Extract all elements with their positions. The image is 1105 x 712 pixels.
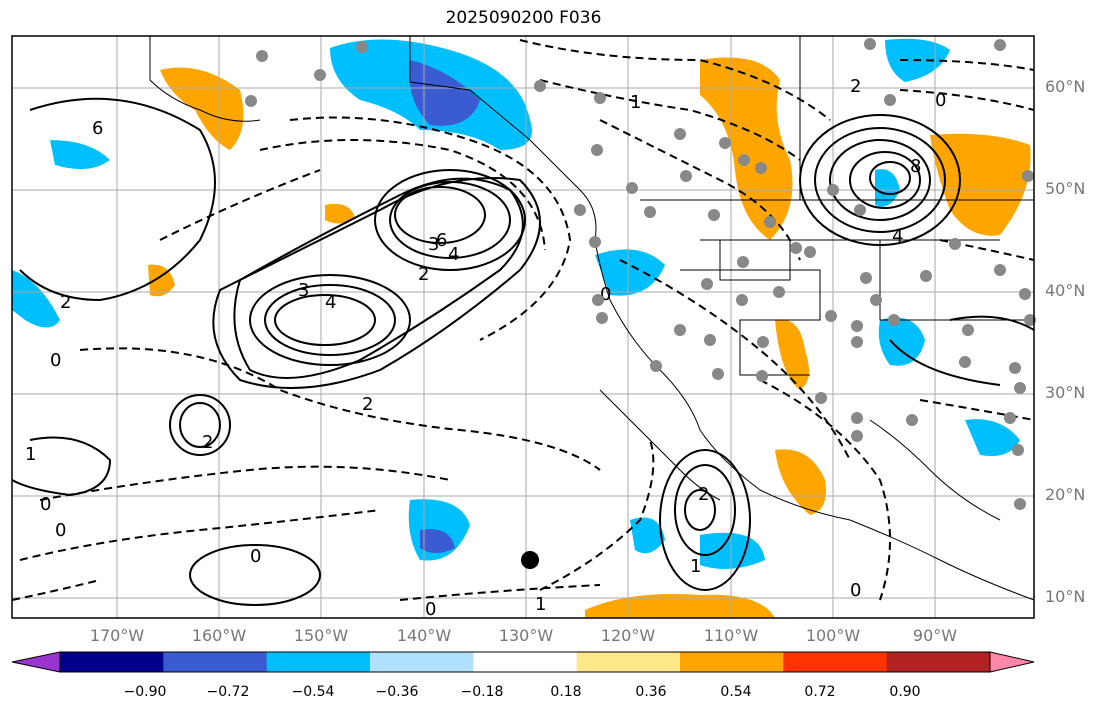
colorbar-outline <box>59 651 991 673</box>
lon-label: 170°W <box>89 626 145 645</box>
colorbar-extend-high <box>989 651 1035 673</box>
shading-orange-west <box>148 264 175 297</box>
lat-label: 50°N <box>1045 179 1086 198</box>
contour-label: 1 <box>535 594 546 615</box>
colorbar-tick-label: −0.36 <box>375 684 419 700</box>
contour-label: 0 <box>600 284 611 305</box>
lon-label: 100°W <box>805 626 861 645</box>
lon-label: 160°W <box>191 626 247 645</box>
shading-blue-atlantic <box>965 419 1020 456</box>
map-title: 2025090200 F036 <box>445 8 602 28</box>
contour-label: 2 <box>418 264 429 285</box>
contour-label: 2 <box>60 292 71 313</box>
contour-label: 1 <box>25 444 36 465</box>
shading-blue-west-2 <box>50 140 110 169</box>
lon-label: 130°W <box>498 626 554 645</box>
colorbar-segment <box>576 652 681 672</box>
contour-label: 0 <box>40 494 51 515</box>
lon-label: 120°W <box>600 626 656 645</box>
contour-label-layer: 6 1 2 0 3 4 2 4 3 6 0 0 0 1 2 2 8 4 0 1 … <box>25 76 946 620</box>
lon-label: 140°W <box>396 626 452 645</box>
shading-orange-gulf <box>775 449 826 515</box>
lat-label: 60°N <box>1045 77 1086 96</box>
colorbar-tick-label: −0.18 <box>460 684 504 700</box>
lon-label: 150°W <box>293 626 349 645</box>
contour-label: 3 <box>428 234 439 255</box>
colorbar-tick-label: 0.36 <box>635 684 667 700</box>
contour-label: 0 <box>850 580 861 601</box>
colorbar-tick-label: 0.54 <box>720 684 752 700</box>
colorbar-tick-label: −0.54 <box>291 684 335 700</box>
shading-blue-west-1 <box>12 270 60 328</box>
shading-blue-pacific-1 <box>630 517 665 554</box>
contour-label: 4 <box>448 244 459 265</box>
shading-orange-mexico <box>775 319 809 390</box>
colorbar-tick-label: −0.72 <box>206 684 250 700</box>
colorbar-segment <box>473 652 578 672</box>
colorbar-tick-label: −0.90 <box>123 684 167 700</box>
contour-label: 6 <box>92 118 103 139</box>
colorbar-segment <box>163 652 268 672</box>
shading-blue-central <box>875 169 900 207</box>
colorbar-segment <box>266 652 371 672</box>
lon-label: 110°W <box>703 626 759 645</box>
colorbar-segment <box>886 652 991 672</box>
contour-label: 0 <box>425 599 436 620</box>
shading-blue-california <box>595 249 665 296</box>
colorbar <box>11 651 1035 673</box>
shading-deep-blue-pacific <box>420 529 455 553</box>
colorbar-segment <box>680 652 784 672</box>
contour-label: 4 <box>892 226 903 247</box>
shading-orange-canada <box>700 57 793 240</box>
contour-label: 8 <box>910 156 921 177</box>
shading-deep-blue-gulf-alaska <box>409 60 480 126</box>
lat-label: 40°N <box>1045 281 1086 300</box>
colorbar-extend-low <box>11 651 61 673</box>
contour-label: 1 <box>630 92 641 113</box>
colorbar-tick-label: 0.72 <box>804 684 836 700</box>
shading-orange-south <box>585 594 775 618</box>
target-marker <box>521 551 539 569</box>
contour-label: 4 <box>325 292 336 313</box>
lat-label: 30°N <box>1045 383 1086 402</box>
contour-label: 0 <box>935 90 946 111</box>
contour-label: 1 <box>690 556 701 577</box>
colorbar-segment <box>370 652 474 672</box>
contour-label: 0 <box>250 546 261 567</box>
lat-label: 10°N <box>1045 587 1086 606</box>
colorbar-tick-label: 0.90 <box>889 684 921 700</box>
contour-label: 2 <box>362 394 373 415</box>
shading-orange-small <box>325 203 355 224</box>
map-frame <box>11 35 1035 619</box>
contour-label: 2 <box>698 484 709 505</box>
colorbar-segment <box>783 652 888 672</box>
graticule <box>12 36 1034 618</box>
contour-label: 2 <box>850 76 861 97</box>
contour-label: 0 <box>50 350 61 371</box>
colorbar-tick-label: 0.18 <box>550 684 582 700</box>
station-dots <box>245 38 1036 510</box>
shading-blue-southeast <box>878 317 925 366</box>
contour-label: 2 <box>202 432 213 453</box>
dashed-contours <box>11 39 1035 601</box>
contour-label: 0 <box>55 520 66 541</box>
contour-label: 3 <box>298 280 309 301</box>
lon-label: 90°W <box>912 626 958 645</box>
colorbar-segment <box>60 652 164 672</box>
solid-contours <box>11 97 1035 606</box>
contour-label: 6 <box>436 230 447 251</box>
lat-label: 20°N <box>1045 485 1086 504</box>
